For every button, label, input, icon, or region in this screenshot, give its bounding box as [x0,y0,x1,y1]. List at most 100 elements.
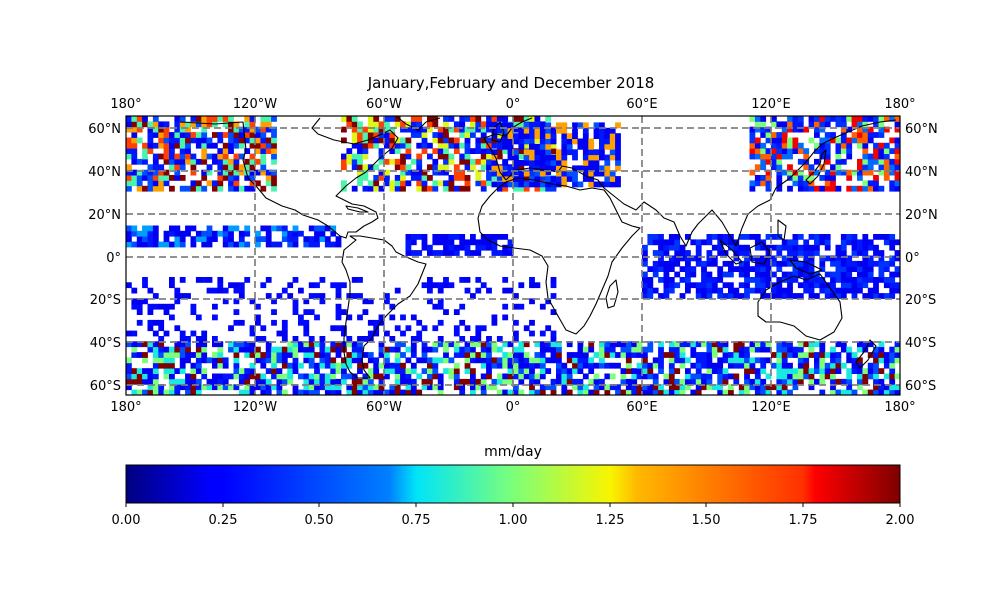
precip-cell [609,362,616,369]
precip-cell [394,142,401,149]
precip-cell [260,164,267,171]
precip-cell [255,319,261,326]
precip-cell [572,149,578,156]
precip-cell [878,132,885,138]
precip-cell [292,368,299,374]
precip-cell [771,153,777,160]
precip-cell [222,236,229,242]
precip-cell [840,234,847,240]
precip-cell [808,234,815,240]
precip-cell [889,384,896,391]
precip-cell [195,341,202,348]
precip-cell [405,148,412,154]
precip-cell [797,378,804,385]
precip-cell [448,368,455,374]
precip-cell [819,142,826,149]
precip-cell [470,250,476,256]
precip-cell [749,180,756,187]
precip-cell [378,185,385,192]
precip-cell [260,336,267,342]
precip-cell [711,352,718,358]
precip-cell [179,346,186,353]
precip-cell [255,169,261,176]
precip-cell [550,148,557,154]
precip-cell [572,165,578,172]
precip-cell [561,176,568,182]
precip-cell [405,389,412,395]
precip-cell [873,277,879,283]
precip-cell [244,373,251,380]
precip-cell [604,176,611,182]
precip-cell [152,368,159,374]
precip-cell [330,346,337,353]
precip-cell [384,368,390,374]
precip-cell [206,378,213,385]
precip-cell [679,352,686,358]
precip-cell [335,346,342,353]
tick-label: 0° [106,251,121,266]
precip-cell [255,230,261,237]
precip-cell [658,357,664,364]
precip-cell [840,260,847,267]
precip-cell [222,132,229,138]
precip-cell [609,170,616,177]
precip-cell [244,169,251,176]
precip-cell [894,121,900,128]
precip-cell [690,282,697,289]
precip-cell [400,185,406,192]
precip-cell [303,241,310,248]
precip-cell [335,282,342,289]
precip-cell [846,373,853,380]
precip-cell [765,137,772,144]
precip-cell [147,137,154,144]
precip-cell [652,250,659,256]
precip-cell [873,250,879,256]
precip-cell [851,116,858,122]
precip-cell [287,368,294,374]
precip-cell [174,384,181,391]
precip-cell [749,368,756,374]
precip-cell [464,164,471,171]
precip-cell [824,137,831,144]
precip-cell [523,116,530,122]
precip-cell [179,148,186,154]
precip-cell [195,346,202,353]
precip-cell [212,384,218,391]
precip-cell [367,368,374,374]
precip-cell [357,175,363,181]
precip-cell [835,250,842,256]
precip-cell [851,121,858,128]
precip-cell [711,368,718,374]
precip-cell [330,325,337,332]
precip-cell [539,357,546,364]
precip-cell [808,244,815,251]
precip-cell [453,352,460,358]
precip-cell [351,277,358,283]
precip-cell [728,389,734,395]
precip-cell [174,241,181,248]
precip-cell [222,164,229,171]
precip-cell [265,378,272,385]
precip-cell [814,244,820,251]
precip-cell [362,298,369,305]
precip-cell [443,116,449,122]
precip-cell [668,373,675,380]
precip-cell [185,121,191,128]
precip-cell [276,378,283,385]
precip-cell [142,185,148,192]
precip-cell [502,244,509,251]
precip-cell [486,346,492,353]
precip-cell [835,164,842,171]
precip-cell [373,368,380,374]
precip-cell [427,185,433,192]
precip-cell [685,255,691,262]
africa-coastline [477,177,641,335]
precip-cell [405,239,412,246]
precip-cell [308,362,315,369]
precip-cell [437,169,444,176]
precip-cell [163,142,170,149]
cuba-coastline [345,205,369,213]
precip-cell [163,132,170,138]
precip-cell [835,287,842,294]
precip-cell [367,132,374,138]
